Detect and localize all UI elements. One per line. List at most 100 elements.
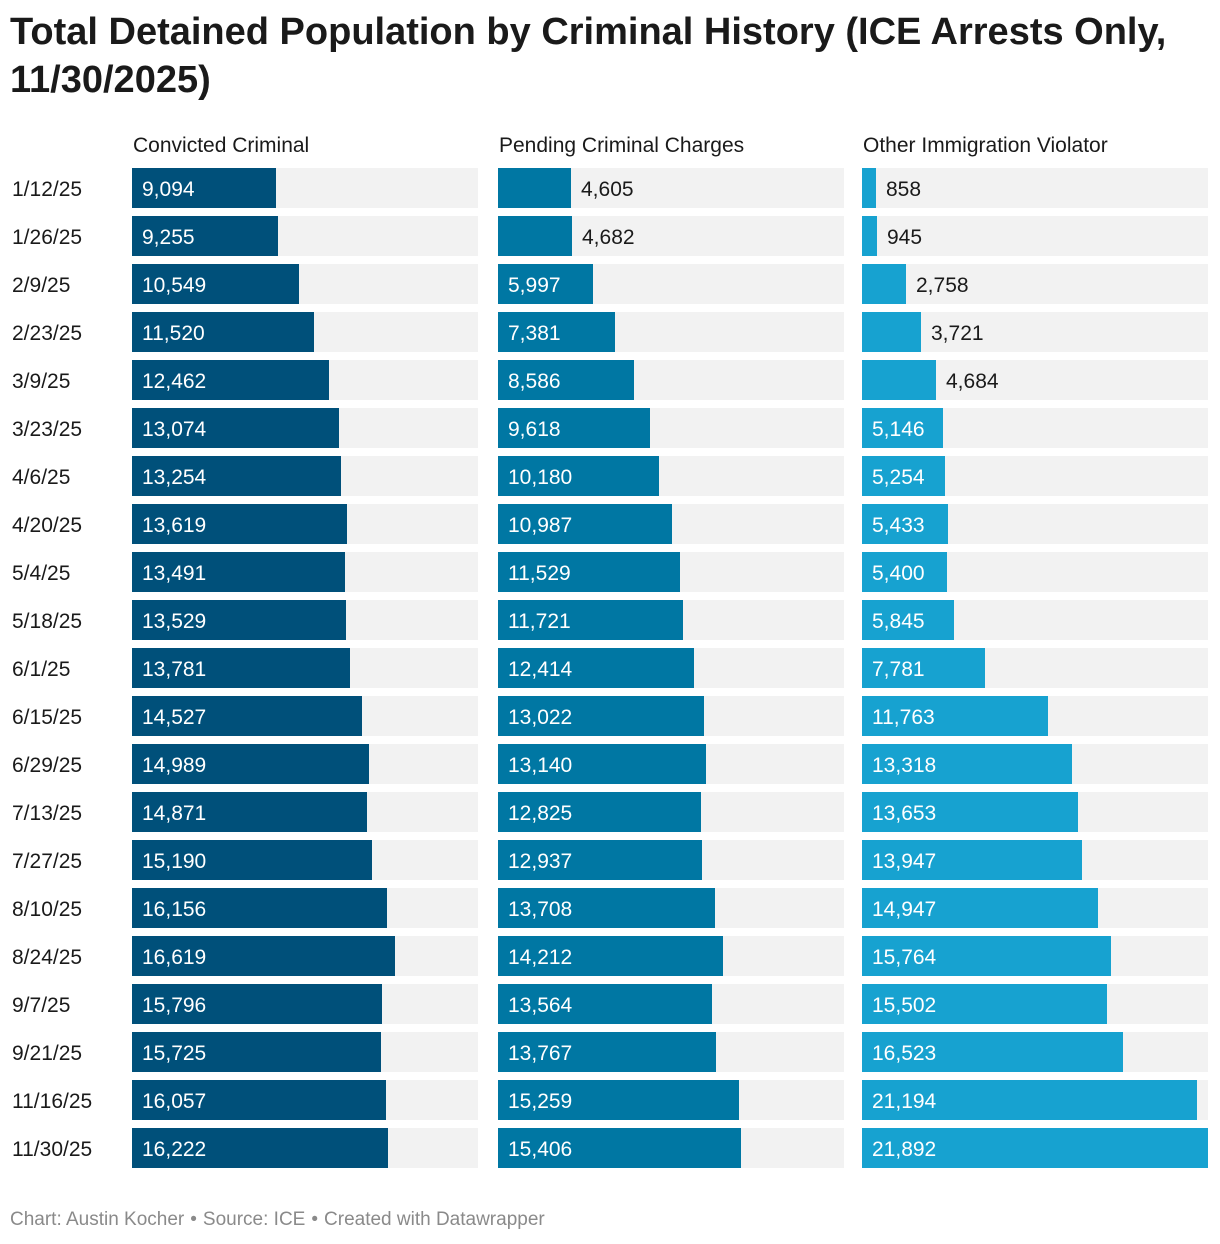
data-label: 13,022 [508, 706, 572, 729]
category-label: 6/29/25 [12, 754, 82, 777]
data-label: 7,381 [508, 322, 561, 345]
bar-other-immigration-violator [862, 936, 1111, 976]
data-label: 15,796 [142, 994, 206, 1017]
data-label: 11,520 [142, 322, 205, 345]
data-label: 15,406 [508, 1138, 572, 1161]
category-label: 8/24/25 [12, 946, 82, 969]
footer-tool: Created with Datawrapper [324, 1209, 545, 1230]
bar-other-immigration-violator [862, 696, 1048, 736]
footer-separator: • [311, 1209, 319, 1230]
bar-pending-criminal-charges [498, 600, 683, 640]
bar-convicted-criminal [132, 552, 345, 592]
bar-pending-criminal-charges [498, 696, 704, 736]
data-label: 3,721 [931, 322, 984, 345]
category-label: 4/20/25 [12, 514, 82, 537]
bar-convicted-criminal [132, 264, 299, 304]
data-label: 11,529 [508, 562, 571, 585]
data-label: 13,619 [142, 514, 206, 537]
data-label: 16,619 [142, 946, 206, 969]
chart-footer: Chart: Austin Kocher • Source: ICE • Created… [10, 1209, 545, 1231]
bar-track [862, 264, 1208, 304]
data-label: 2,758 [916, 274, 969, 297]
data-label: 5,997 [508, 274, 561, 297]
data-label: 858 [886, 178, 921, 201]
bar-other-immigration-violator [862, 408, 943, 448]
bar-pending-criminal-charges [498, 840, 702, 880]
data-label: 13,653 [872, 802, 936, 825]
series-header-convicted-criminal: Convicted Criminal [133, 134, 309, 157]
data-label: 12,414 [508, 658, 573, 681]
bar-convicted-criminal [132, 312, 314, 352]
footer-separator: • [190, 1209, 197, 1230]
bar-pending-criminal-charges [498, 744, 706, 784]
bar-convicted-criminal [132, 456, 341, 496]
data-label: 5,400 [872, 562, 925, 585]
bar-pending-criminal-charges [498, 408, 650, 448]
data-label: 5,146 [872, 418, 925, 441]
bar-convicted-criminal [132, 840, 372, 880]
bar-other-immigration-violator [862, 840, 1082, 880]
footer-source: Source: ICE [202, 1209, 306, 1230]
data-label: 21,194 [872, 1090, 937, 1113]
bar-convicted-criminal [132, 792, 367, 832]
category-label: 6/15/25 [12, 706, 82, 729]
bar-other-immigration-violator [862, 312, 921, 352]
category-label: 6/1/25 [12, 658, 70, 681]
data-label: 10,549 [142, 274, 206, 297]
data-label: 13,781 [142, 658, 206, 681]
data-label: 15,190 [142, 850, 206, 873]
data-label: 12,462 [142, 370, 206, 393]
category-label: 7/27/25 [12, 850, 82, 873]
data-label: 13,254 [142, 466, 207, 489]
data-label: 16,222 [142, 1138, 206, 1161]
category-label: 11/30/25 [12, 1138, 92, 1161]
data-label: 11,721 [508, 610, 571, 633]
bar-pending-criminal-charges [498, 1080, 739, 1120]
category-label: 5/18/25 [12, 610, 82, 633]
data-label: 13,564 [508, 994, 573, 1017]
bar-convicted-criminal [132, 744, 369, 784]
data-label: 13,140 [508, 754, 572, 777]
category-label: 3/9/25 [12, 370, 70, 393]
category-label: 4/6/25 [12, 466, 70, 489]
data-label: 5,433 [872, 514, 925, 537]
data-label: 4,684 [946, 370, 999, 393]
data-label: 16,523 [872, 1042, 936, 1065]
bar-convicted-criminal [132, 600, 346, 640]
category-label: 1/12/25 [12, 178, 82, 201]
bar-convicted-criminal [132, 648, 350, 688]
bar-convicted-criminal [132, 216, 278, 256]
data-label: 5,254 [872, 466, 925, 489]
chart-svg: 1/12/25 1/26/25 2/9/25 2/23/25 3/9/25 3/23/25… [12, 134, 1208, 1168]
bar-pending-criminal-charges [498, 792, 701, 832]
data-label: 15,502 [872, 994, 936, 1017]
bar-other-immigration-violator [862, 456, 945, 496]
category-label: 8/10/25 [12, 898, 82, 921]
category-label: 1/26/25 [12, 226, 82, 249]
bar-pending-criminal-charges [498, 648, 694, 688]
bar-pending-criminal-charges [498, 1128, 741, 1168]
category-label: 9/21/25 [12, 1042, 82, 1065]
bar-other-immigration-violator [862, 264, 906, 304]
bar-convicted-criminal [132, 168, 276, 208]
data-label: 14,871 [142, 802, 206, 825]
category-label: 5/4/25 [12, 562, 70, 585]
data-label: 15,764 [872, 946, 937, 969]
bar-convicted-criminal [132, 1128, 388, 1168]
bar-convicted-criminal [132, 888, 387, 928]
bar-other-immigration-violator [862, 1032, 1123, 1072]
data-label: 13,767 [508, 1042, 572, 1065]
data-label: 13,708 [508, 898, 572, 921]
category-label: 11/16/25 [12, 1090, 92, 1113]
data-label: 14,989 [142, 754, 206, 777]
bar-convicted-criminal [132, 696, 362, 736]
data-label: 13,491 [142, 562, 206, 585]
bar-pending-criminal-charges [498, 1032, 716, 1072]
bar-pending-criminal-charges [498, 168, 571, 208]
bar-track [862, 168, 1208, 208]
bar-convicted-criminal [132, 1080, 386, 1120]
data-label: 10,987 [508, 514, 572, 537]
bar-pending-criminal-charges [498, 504, 672, 544]
data-label: 12,825 [508, 802, 572, 825]
bar-convicted-criminal [132, 1032, 381, 1072]
